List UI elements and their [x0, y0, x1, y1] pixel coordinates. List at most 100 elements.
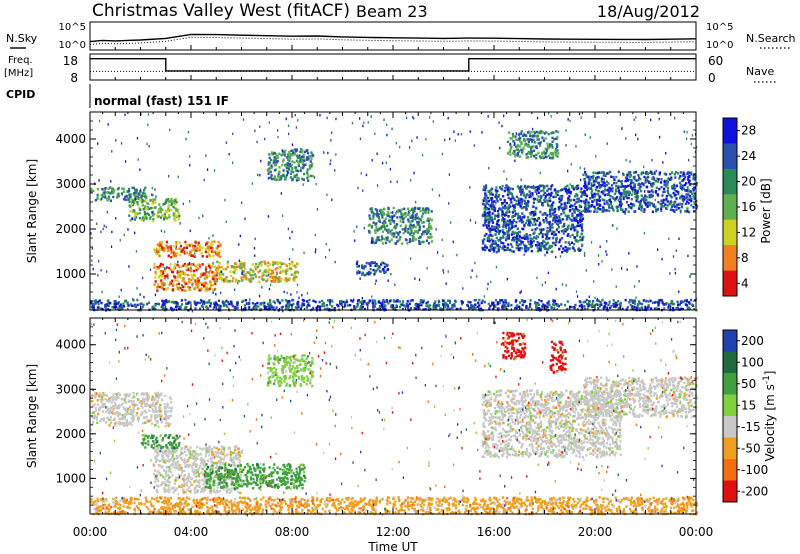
echo-cell	[554, 195, 557, 199]
echo-cell	[287, 278, 291, 282]
echo-cell	[241, 268, 244, 272]
echo-cell	[280, 192, 282, 195]
echo-cell	[487, 115, 489, 118]
echo-cell	[657, 307, 660, 311]
echo-cell	[634, 190, 637, 193]
echo-cell	[630, 185, 633, 188]
echo-cell	[261, 286, 263, 289]
echo-cell	[529, 221, 532, 225]
echo-cell	[162, 203, 165, 206]
echo-cell	[490, 204, 493, 208]
echo-cell	[285, 117, 287, 121]
echo-cell	[422, 220, 425, 224]
echo-cell	[565, 205, 568, 208]
echo-cell	[185, 289, 188, 292]
echo-cell	[642, 198, 645, 202]
echo-cell	[120, 142, 123, 145]
echo-cell	[156, 265, 159, 269]
echo-cell	[489, 197, 492, 200]
echo-cell	[594, 207, 597, 211]
echo-cell	[529, 239, 532, 243]
echo-cell	[552, 155, 555, 159]
echo-cell	[267, 172, 270, 175]
echo-cell	[251, 263, 254, 266]
echo-cell	[409, 223, 412, 227]
echo-cell	[291, 163, 293, 167]
echo-cell	[208, 270, 211, 274]
echo-cell	[620, 182, 623, 186]
echo-cell	[485, 208, 488, 211]
echo-cell	[115, 217, 117, 220]
echo-cell	[587, 204, 590, 207]
echo-cell	[592, 300, 595, 303]
echo-cell	[506, 193, 509, 196]
echo-cell	[624, 185, 627, 188]
echo-cell	[643, 197, 646, 200]
echo-cell	[155, 195, 157, 198]
echo-cell	[603, 171, 606, 175]
echo-cell	[297, 164, 300, 167]
echo-cell	[185, 137, 187, 141]
echo-cell	[511, 245, 514, 248]
colorbar-swatch	[723, 143, 737, 170]
freq-label: Freq.	[8, 55, 33, 66]
echo-cell	[451, 303, 454, 307]
echo-cell	[490, 228, 493, 232]
echo-cell	[137, 192, 140, 196]
echo-cell	[101, 197, 103, 201]
echo-cell	[177, 212, 180, 215]
echo-cell	[272, 300, 275, 303]
echo-cell	[363, 227, 365, 230]
echo-cell	[693, 173, 696, 176]
echo-cell	[683, 174, 686, 177]
echo-cell	[307, 158, 310, 161]
echo-cell	[665, 197, 668, 201]
echo-cell	[606, 202, 609, 206]
echo-cell	[511, 236, 514, 240]
echo-cell	[426, 219, 429, 223]
echo-cell	[483, 210, 486, 213]
echo-cell	[673, 194, 676, 198]
echo-cell	[660, 181, 663, 184]
echo-cell	[580, 178, 582, 182]
echo-cell	[587, 180, 590, 184]
echo-cell	[472, 306, 476, 309]
echo-cell	[427, 210, 429, 214]
echo-cell	[492, 307, 495, 311]
echo-cell	[672, 302, 675, 306]
echo-cell	[197, 283, 200, 286]
echo-cell	[267, 273, 270, 277]
echo-cell	[227, 280, 230, 283]
echo-cell	[603, 301, 606, 304]
echo-cell	[368, 214, 371, 217]
echo-cell	[545, 131, 548, 134]
echo-cell	[423, 230, 426, 233]
echo-cell	[245, 276, 248, 279]
echo-cell	[421, 153, 424, 157]
echo-cell	[176, 208, 179, 211]
echo-cell	[584, 206, 587, 210]
echo-cell	[374, 231, 377, 235]
echo-cell	[473, 303, 477, 307]
echo-cell	[531, 186, 534, 189]
echo-cell	[549, 199, 552, 203]
echo-cell	[634, 210, 637, 213]
echo-cell	[273, 156, 276, 159]
echo-cell	[136, 287, 138, 290]
echo-cell	[659, 298, 662, 302]
echo-cell	[537, 200, 540, 203]
echo-cell	[211, 262, 215, 265]
echo-cell	[570, 241, 573, 244]
echo-cell	[239, 234, 241, 238]
echo-cell	[605, 183, 608, 187]
echo-cell	[185, 268, 188, 272]
echo-cell	[144, 186, 147, 190]
echo-cell	[420, 303, 423, 307]
echo-cell	[325, 303, 328, 307]
echo-cell	[651, 172, 654, 176]
echo-cell	[546, 241, 549, 245]
echo-cell	[483, 207, 486, 210]
echo-cell	[653, 307, 657, 311]
echo-cell	[560, 197, 563, 200]
echo-cell	[368, 262, 371, 265]
